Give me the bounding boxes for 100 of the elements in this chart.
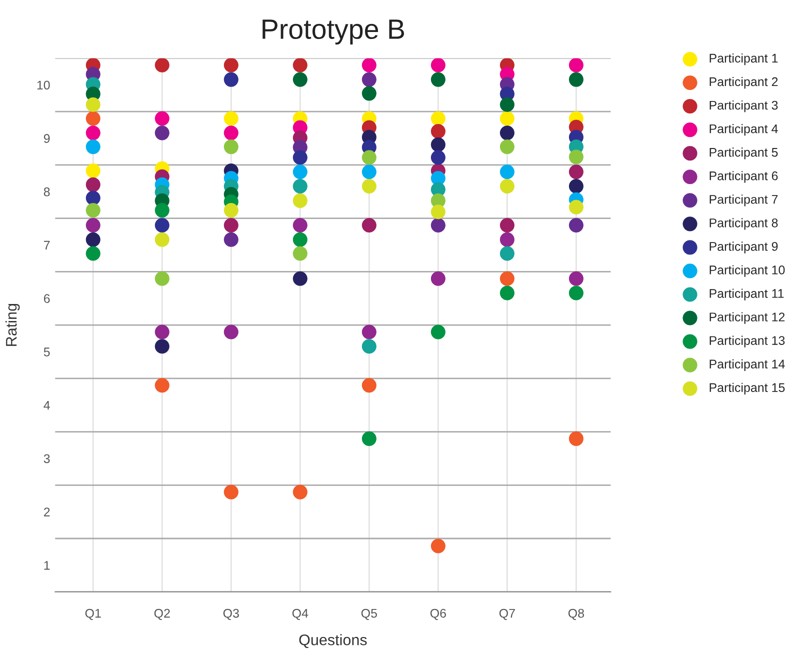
point	[292, 246, 308, 261]
point	[362, 179, 376, 194]
point	[568, 286, 584, 300]
point	[154, 271, 170, 286]
point	[86, 246, 100, 261]
legend-label: Participant 13	[710, 336, 785, 348]
point	[154, 324, 170, 340]
point	[362, 378, 376, 393]
point	[292, 164, 308, 180]
point	[224, 58, 238, 72]
point	[568, 179, 584, 194]
y-tick-label: 6	[44, 294, 50, 304]
legend-label: Participant 14	[710, 359, 785, 371]
point	[430, 58, 446, 72]
point	[86, 97, 100, 112]
point	[362, 431, 376, 446]
point	[292, 150, 308, 165]
point	[430, 111, 446, 126]
x-tick-label: Q4	[292, 608, 308, 620]
point	[568, 150, 584, 164]
point	[224, 324, 238, 340]
point	[430, 137, 446, 152]
point	[86, 177, 100, 192]
legend-label: Participant 7	[710, 194, 778, 206]
point	[86, 164, 100, 178]
point	[500, 246, 514, 261]
point	[500, 140, 514, 154]
point	[292, 232, 308, 247]
point	[430, 538, 446, 554]
point	[292, 193, 308, 208]
point	[86, 190, 100, 206]
point	[292, 484, 308, 500]
legend-label: Participant 15	[710, 382, 785, 394]
point	[154, 378, 170, 393]
point	[500, 286, 514, 300]
point	[154, 126, 170, 140]
x-tick-label: Q5	[361, 608, 377, 620]
point	[292, 58, 308, 72]
chart-title: Prototype B	[262, 20, 404, 45]
point	[362, 150, 376, 165]
point	[86, 111, 100, 126]
point	[362, 218, 376, 233]
point	[362, 164, 376, 180]
y-tick-label: 5	[44, 348, 50, 356]
y-tick-label: 7	[44, 240, 50, 250]
point	[362, 339, 376, 354]
legend-label: Participant 10	[710, 265, 785, 277]
point	[86, 203, 100, 218]
point	[292, 72, 308, 87]
point	[430, 324, 446, 340]
x-tick-label: Q8	[568, 608, 584, 620]
point	[86, 140, 100, 154]
point	[568, 431, 584, 446]
legend-label: Participant 8	[710, 218, 778, 230]
x-tick-label: Q7	[499, 608, 515, 620]
point	[362, 324, 376, 340]
point	[154, 339, 170, 354]
point	[292, 179, 308, 194]
y-axis-title: Rating	[5, 304, 20, 346]
point	[500, 126, 514, 140]
point	[430, 72, 446, 87]
point	[430, 218, 446, 233]
legend-label: Participant 12	[710, 312, 785, 324]
point	[224, 111, 238, 126]
point	[224, 140, 238, 154]
y-tick-label: 1	[44, 561, 50, 570]
x-axis-title: Questions	[299, 634, 367, 648]
point	[500, 271, 514, 286]
y-tick-label: 3	[44, 454, 50, 464]
y-tick-label: 9	[44, 134, 50, 143]
y-tick-label: 2	[44, 508, 50, 516]
x-tick-label: Q1	[85, 608, 101, 620]
legend-label: Participant 4	[710, 124, 778, 136]
point	[362, 58, 376, 72]
point	[224, 126, 238, 140]
point	[500, 164, 514, 180]
point	[430, 271, 446, 286]
point	[292, 271, 308, 286]
point	[430, 124, 446, 139]
point	[154, 111, 170, 126]
point	[568, 164, 584, 180]
point	[224, 203, 238, 218]
point	[86, 218, 100, 233]
point	[568, 271, 584, 286]
point	[568, 58, 584, 72]
point	[500, 232, 514, 247]
point	[154, 58, 170, 72]
point	[292, 218, 308, 233]
point	[362, 72, 376, 87]
point	[362, 86, 376, 101]
point	[224, 232, 238, 247]
point	[500, 218, 514, 233]
x-tick-label: Q6	[430, 608, 446, 620]
legend-label: Participant 9	[710, 242, 778, 254]
point	[568, 72, 584, 87]
y-tick-label: 10	[37, 80, 50, 90]
x-tick-label: Q2	[154, 608, 170, 620]
point	[154, 232, 170, 247]
y-tick-label: 4	[44, 401, 50, 410]
point	[154, 218, 170, 233]
